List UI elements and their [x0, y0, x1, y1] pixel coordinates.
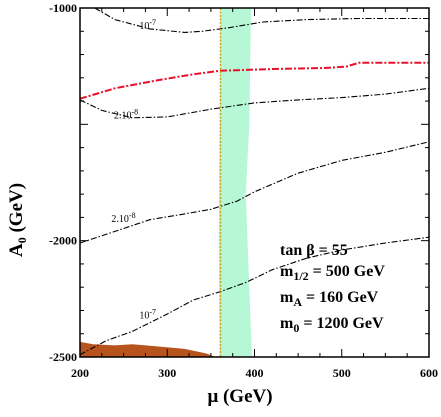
contour-label-2: 2.10-8: [114, 108, 138, 122]
y-tick-label--2500: -2500: [49, 350, 77, 364]
contour-line-3: [79, 141, 430, 244]
contour-line-1: [94, 7, 429, 33]
brown-excluded-region: [80, 341, 216, 357]
x-axis-label: μ (GeV): [207, 386, 273, 407]
x-tick-label-400: 400: [246, 366, 264, 380]
x-tick-label-600: 600: [420, 366, 438, 380]
param-m-a: mA = 160 GeV: [280, 289, 379, 309]
parameter-box: tan β = 55 m1/2 = 500 GeV mA = 160 GeV m…: [280, 240, 385, 339]
x-tick-label-500: 500: [333, 366, 351, 380]
x-tick-label-200: 200: [71, 366, 89, 380]
y-tick-label--1000: -1000: [49, 1, 77, 15]
contour-label-1: 10-7: [139, 18, 156, 32]
y-axis-label-unit: (GeV): [6, 182, 27, 238]
param-m-zero: m0 = 1200 GeV: [280, 315, 384, 335]
y-axis-label: A0 (GeV): [6, 183, 30, 257]
contour-label-4: 10-7: [139, 308, 156, 322]
green-band-region: [218, 8, 252, 357]
red-bound-line: [79, 61, 429, 100]
param-tan-beta: tan β = 55: [280, 242, 348, 259]
y-axis-label-sub: 0: [15, 237, 29, 244]
contour-label-3: 2.10-8: [111, 211, 135, 225]
x-tick-label-300: 300: [158, 366, 176, 380]
y-tick-label--2000: -2000: [49, 234, 77, 248]
y-axis-label-main: A: [6, 243, 27, 257]
param-m-half: m1/2 = 500 GeV: [280, 263, 385, 283]
contour-line-2: [79, 87, 430, 119]
contour-line-4: [79, 236, 430, 356]
